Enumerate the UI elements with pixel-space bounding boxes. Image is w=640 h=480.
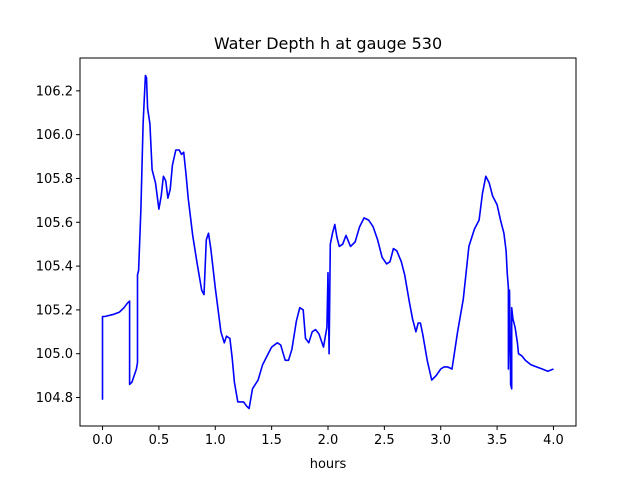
chart-title: Water Depth h at gauge 530: [214, 34, 442, 53]
y-tick-label: 106.2: [36, 84, 73, 99]
x-axis-ticks: 0.0 0.5 1.0 1.5 2.0 2.5 3.0 3.5 4.0: [92, 426, 564, 448]
y-tick-label: 106.0: [36, 128, 73, 143]
y-tick-label: 105.4: [36, 260, 73, 275]
x-tick-label: 3.5: [487, 433, 508, 448]
x-tick-label: 3.0: [430, 433, 451, 448]
y-tick-label: 105.2: [36, 303, 73, 318]
y-axis-ticks: 104.8 105.0 105.2 105.4 105.6 105.8 106.0 106.2: [36, 84, 80, 406]
x-tick-label: 1.0: [205, 433, 226, 448]
x-tick-label: 4.0: [543, 433, 564, 448]
x-tick-label: 2.5: [374, 433, 395, 448]
y-tick-label: 105.8: [36, 172, 73, 187]
plot-frame: [79, 57, 577, 427]
x-tick-label: 0.5: [149, 433, 170, 448]
x-tick-label: 0.0: [92, 433, 113, 448]
y-tick-label: 105.0: [36, 347, 73, 362]
y-tick-label: 105.6: [36, 216, 73, 231]
series-line-0: [101, 74, 554, 410]
plot-area: [101, 74, 554, 410]
x-tick-label: 1.5: [261, 433, 282, 448]
x-tick-label: 2.0: [318, 433, 339, 448]
x-axis-label: hours: [310, 457, 347, 472]
y-tick-label: 104.8: [36, 391, 73, 406]
